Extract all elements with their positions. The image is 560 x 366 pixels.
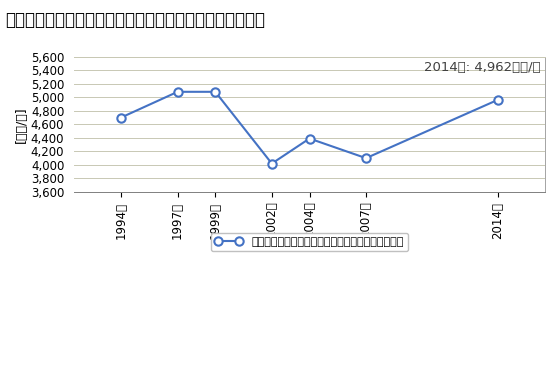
機械器具卸売業の従業者一人当たり年間商品販売額: [494, 98, 501, 102]
Legend: 機械器具卸売業の従業者一人当たり年間商品販売額: 機械器具卸売業の従業者一人当たり年間商品販売額: [211, 232, 408, 251]
Line: 機械器具卸売業の従業者一人当たり年間商品販売額: 機械器具卸売業の従業者一人当たり年間商品販売額: [117, 87, 502, 168]
機械器具卸売業の従業者一人当たり年間商品販売額: [174, 90, 181, 94]
機械器具卸売業の従業者一人当たり年間商品販売額: [268, 161, 275, 166]
機械器具卸売業の従業者一人当たり年間商品販売額: [118, 115, 124, 120]
機械器具卸売業の従業者一人当たり年間商品販売額: [363, 156, 370, 160]
機械器具卸売業の従業者一人当たり年間商品販売額: [306, 136, 313, 141]
Text: 2014年: 4,962万円/人: 2014年: 4,962万円/人: [424, 61, 540, 74]
Text: 機械器具卸売業の従業者一人当たり年間商品販売額の推移: 機械器具卸売業の従業者一人当たり年間商品販売額の推移: [6, 11, 265, 29]
Y-axis label: [万円/人]: [万円/人]: [15, 106, 28, 143]
機械器具卸売業の従業者一人当たり年間商品販売額: [212, 90, 218, 94]
